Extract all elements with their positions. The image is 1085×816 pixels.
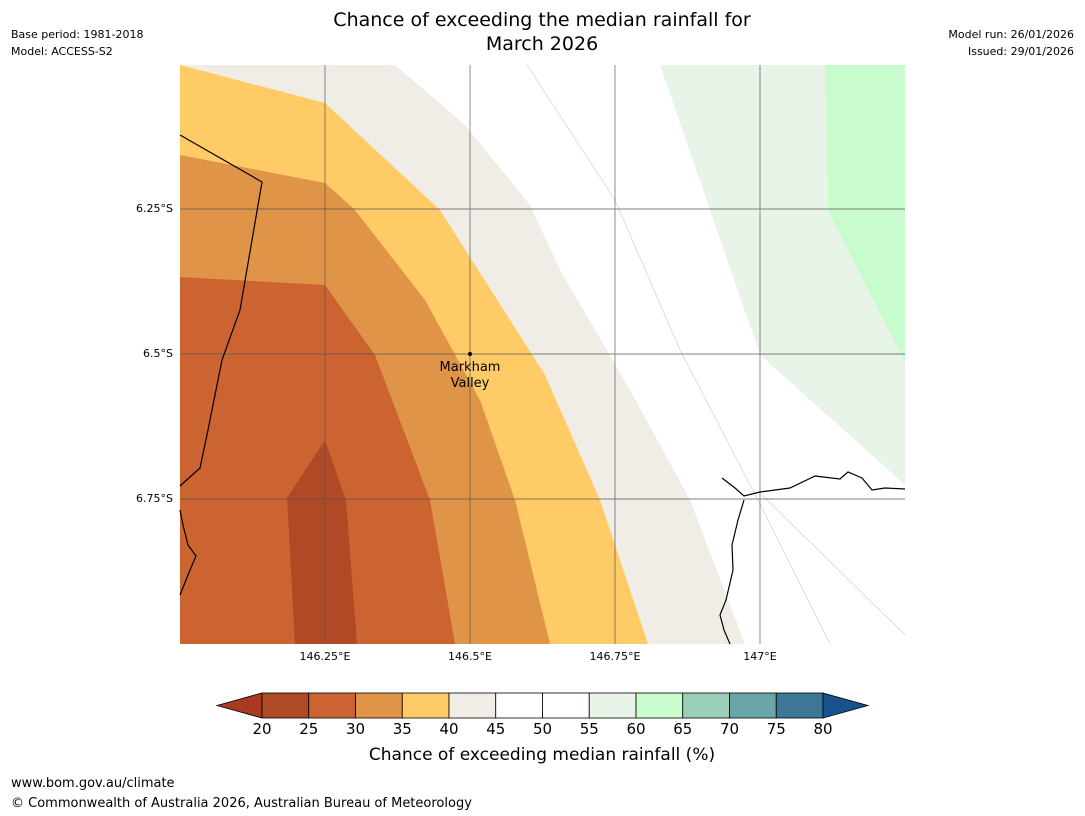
base-period: Base period: 1981-2018 bbox=[11, 28, 144, 41]
lat-label-6-25: 6.25°S bbox=[136, 202, 173, 215]
band-60-65 bbox=[825, 65, 905, 362]
colorbar-segment-30-35 bbox=[355, 692, 403, 719]
model-name: Model: ACCESS-S2 bbox=[11, 45, 113, 58]
colorbar-segment-70-75 bbox=[729, 692, 777, 719]
lon-label-146-25: 146.25°E bbox=[299, 650, 351, 663]
colorbar-segment-50-55 bbox=[542, 692, 590, 719]
colorbar-tick-60: 60 bbox=[626, 720, 646, 738]
contour-lines bbox=[526, 64, 906, 645]
colorbar-tick-80: 80 bbox=[813, 720, 833, 738]
colorbar-extend-low bbox=[215, 692, 263, 719]
chart-title: Chance of exceeding the median rainfall … bbox=[242, 8, 842, 56]
meta-left: Base period: 1981-2018 Model: ACCESS-S2 bbox=[11, 26, 143, 60]
title-line-1: Chance of exceeding the median rainfall … bbox=[333, 9, 751, 31]
coastline-peninsula bbox=[719, 499, 745, 645]
province-border bbox=[179, 134, 263, 487]
colorbar-tick-30: 30 bbox=[345, 720, 366, 738]
title-line-2: March 2026 bbox=[485, 33, 599, 55]
place-label: Markham Valley bbox=[420, 360, 520, 392]
colorbar bbox=[215, 692, 870, 719]
colorbar-title: Chance of exceeding median rainfall (%) bbox=[368, 745, 716, 765]
colorbar-segment-60-65 bbox=[635, 692, 684, 719]
place-marker bbox=[468, 352, 472, 356]
colorbar-segment-20-25 bbox=[261, 692, 310, 719]
colorbar-segment-35-40 bbox=[401, 692, 450, 719]
colorbar-tick-55: 55 bbox=[579, 720, 599, 738]
colorbar-segment-40-45 bbox=[448, 692, 497, 719]
lon-label-147: 147°E bbox=[743, 650, 777, 663]
colorbar-tick-65: 65 bbox=[673, 720, 693, 738]
colorbar-segment-45-50 bbox=[495, 692, 543, 719]
band-20-25 bbox=[287, 440, 357, 644]
colorbar-segment-55-60 bbox=[588, 692, 637, 719]
lat-label-6-5: 6.5°S bbox=[143, 347, 173, 360]
colorbar-segment-25-30 bbox=[308, 692, 356, 719]
colorbar-tick-35: 35 bbox=[392, 720, 412, 738]
colorbar-tick-40: 40 bbox=[439, 720, 459, 738]
coastline-east bbox=[721, 471, 906, 497]
colorbar-tick-75: 75 bbox=[766, 720, 786, 738]
lon-label-146-75: 146.75°E bbox=[589, 650, 641, 663]
footer-copyright: © Commonwealth of Australia 2026, Austra… bbox=[11, 796, 472, 811]
model-run: Model run: 26/01/2026 bbox=[948, 28, 1074, 41]
borders-coastline bbox=[179, 134, 906, 645]
colorbar-segment-75-80 bbox=[775, 692, 824, 719]
colorbar-tick-20: 20 bbox=[252, 720, 272, 738]
colorbar-tick-45: 45 bbox=[486, 720, 506, 738]
place-name-line-2: Valley bbox=[450, 376, 490, 391]
coastline-west bbox=[179, 509, 197, 596]
colorbar-segment-65-70 bbox=[682, 692, 730, 719]
map-fill-layers bbox=[180, 65, 905, 644]
colorbar-tick-25: 25 bbox=[299, 720, 319, 738]
colorbar-extend-high bbox=[822, 692, 870, 719]
lon-label-146-5: 146.5°E bbox=[448, 650, 492, 663]
colorbar-tick-50: 50 bbox=[532, 720, 553, 738]
colorbar-tick-70: 70 bbox=[719, 720, 740, 738]
issued-date: Issued: 29/01/2026 bbox=[967, 45, 1074, 58]
meta-right: Model run: 26/01/2026 Issued: 29/01/2026 bbox=[948, 26, 1074, 60]
lat-label-6-75: 6.75°S bbox=[136, 492, 173, 505]
footer-url[interactable]: www.bom.gov.au/climate bbox=[11, 776, 175, 791]
place-name-line-1: Markham bbox=[439, 360, 501, 375]
